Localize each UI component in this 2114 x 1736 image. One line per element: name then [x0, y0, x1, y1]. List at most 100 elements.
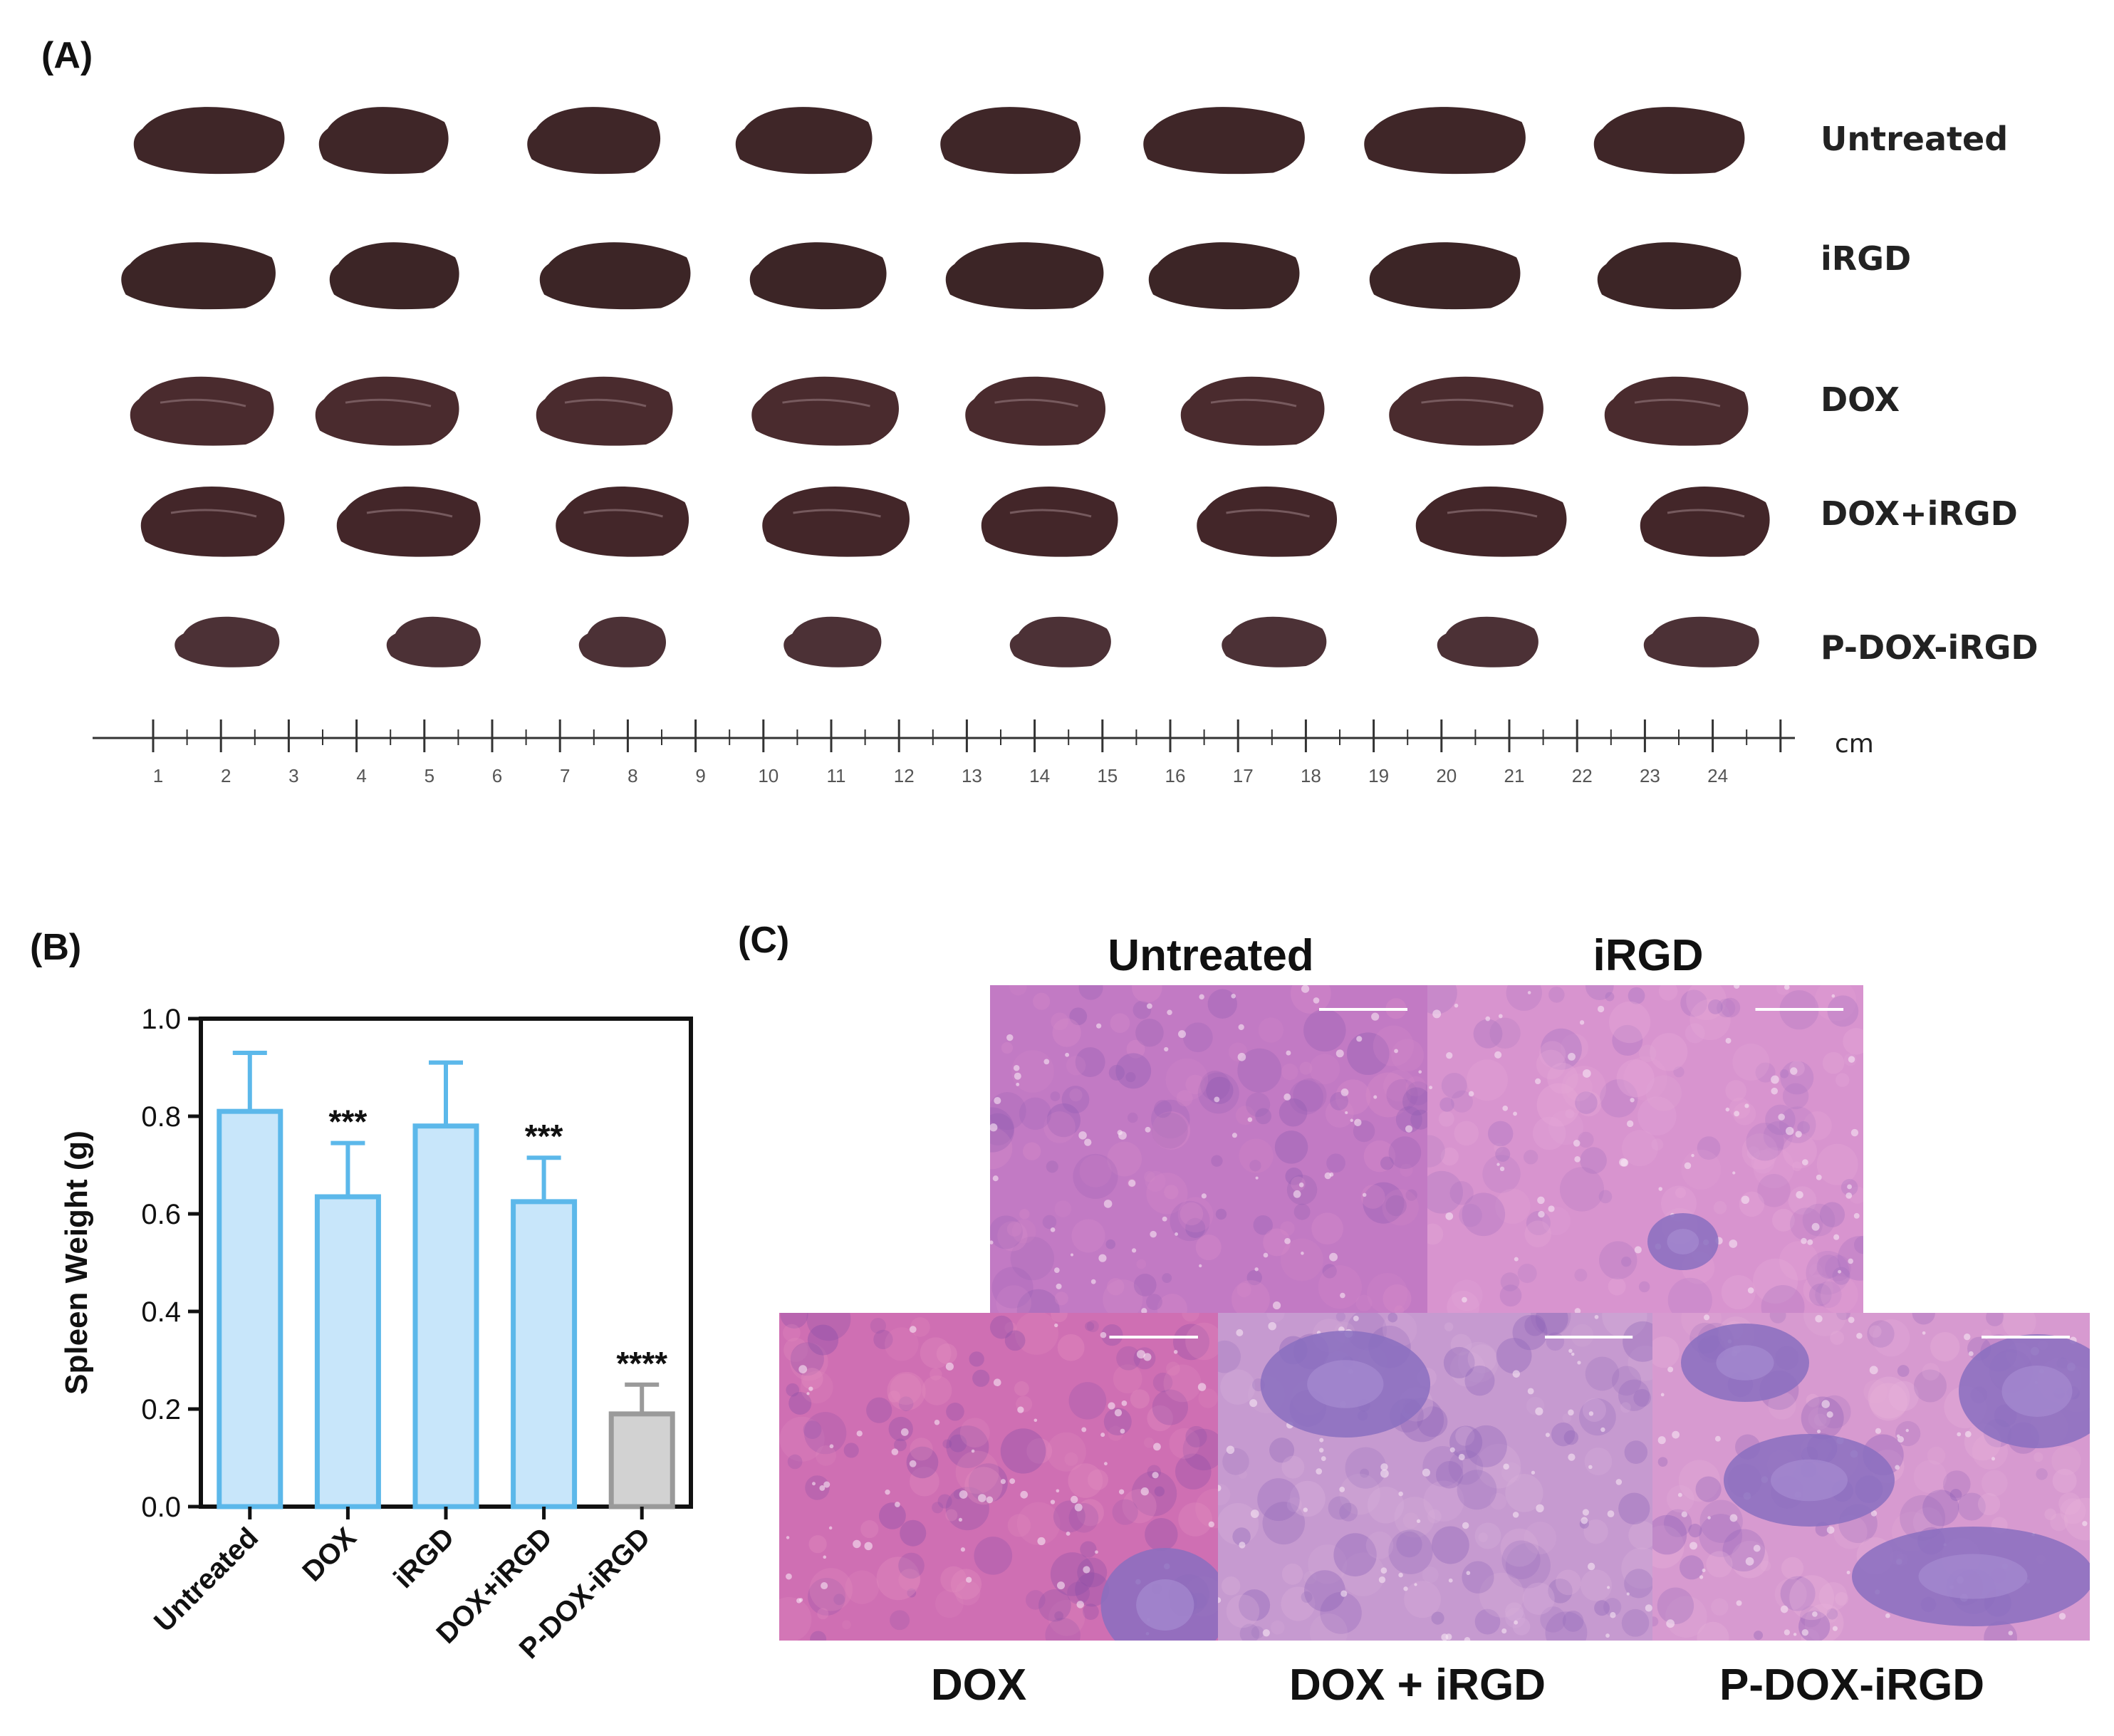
- spleen-specimen: [1143, 107, 1305, 175]
- tissue-vacuole: [958, 1517, 963, 1522]
- tissue-texture: [803, 1420, 822, 1439]
- histo-title-dox: DOX: [930, 1660, 1027, 1710]
- tissue-vacuole: [1000, 1479, 1006, 1485]
- spleen-highlight: [994, 398, 1078, 407]
- tissue-texture: [1103, 1279, 1143, 1313]
- tissue-texture: [1450, 1090, 1473, 1113]
- tissue-texture: [1394, 1305, 1405, 1313]
- significance-label: ****: [616, 1345, 667, 1382]
- tissue-texture: [997, 1221, 1028, 1252]
- tissue-texture: [1505, 1543, 1551, 1589]
- tissue-texture: [1628, 987, 1645, 1004]
- tissue-vacuole: [1335, 1049, 1344, 1058]
- tissue-texture: [1131, 1471, 1177, 1517]
- tissue-texture: [1054, 1291, 1068, 1306]
- spleen-specimen: [140, 486, 285, 557]
- tissue-texture: [1986, 1313, 2004, 1326]
- tissue-texture: [1487, 1121, 1514, 1147]
- tissue-texture: [1532, 1116, 1566, 1150]
- spleen-highlight: [1667, 509, 1745, 518]
- tissue-texture: [1695, 1476, 1722, 1502]
- tissue-vacuole: [1771, 1075, 1779, 1084]
- tissue-texture: [810, 1631, 827, 1641]
- tissue-vacuole: [1131, 1248, 1137, 1253]
- tissue-texture: [1977, 1492, 2001, 1516]
- tissue-vacuole: [806, 1392, 810, 1395]
- tissue-vacuole: [990, 1123, 998, 1132]
- tissue-vacuole: [1084, 1138, 1092, 1146]
- tissue-texture: [1582, 1398, 1606, 1423]
- tissue-vacuole: [1446, 1052, 1453, 1059]
- tissue-texture: [946, 1425, 989, 1468]
- tissue-texture: [1054, 1200, 1072, 1217]
- tissue-vacuole: [1218, 1485, 1222, 1492]
- tissue-vacuole: [1815, 1315, 1823, 1323]
- tissue-texture: [1427, 1223, 1444, 1245]
- tissue-texture: [1495, 1146, 1511, 1162]
- tissue-vacuole: [1514, 1257, 1519, 1262]
- tissue-texture: [890, 1373, 922, 1405]
- tissue-vacuole: [1707, 1516, 1711, 1519]
- tissue-texture: [1309, 1613, 1348, 1641]
- tissue-texture: [1346, 1032, 1390, 1076]
- tissue-vacuole: [1238, 1024, 1244, 1031]
- tissue-texture: [1574, 1268, 1588, 1282]
- tissue-texture: [1165, 1058, 1209, 1101]
- tissue-texture: [1661, 1185, 1697, 1222]
- spleen-highlight: [1421, 398, 1514, 407]
- tissue-vacuole: [1140, 1487, 1149, 1496]
- tissue-vacuole: [1100, 1433, 1105, 1438]
- tissue-vacuole: [1702, 1569, 1706, 1573]
- tissue-vacuole: [1066, 1532, 1071, 1536]
- y-tick-label: 0.0: [141, 1492, 181, 1523]
- tissue-texture: [1638, 1281, 1650, 1293]
- tissue-texture: [1806, 1251, 1850, 1295]
- germinal-center: [1667, 1229, 1699, 1254]
- tissue-texture: [1620, 1402, 1631, 1413]
- spleen-specimen: [536, 376, 673, 446]
- tissue-vacuole: [1588, 1465, 1593, 1470]
- tissue-texture: [1438, 1111, 1454, 1127]
- spleen-specimen: [735, 107, 873, 175]
- tissue-vacuole: [1371, 1012, 1380, 1021]
- tissue-texture: [1281, 1455, 1305, 1479]
- tissue-texture: [2051, 1445, 2081, 1476]
- tissue-texture: [1146, 1294, 1162, 1311]
- tissue-texture: [1249, 1160, 1261, 1172]
- tissue-texture: [1355, 1294, 1373, 1311]
- tissue-vacuole: [1329, 1172, 1334, 1177]
- tissue-vacuole: [1429, 1086, 1433, 1090]
- bar: [511, 1199, 578, 1509]
- tissue-vacuole: [1531, 1470, 1536, 1475]
- tissue-texture: [1482, 1155, 1521, 1193]
- tissue-texture: [1404, 1581, 1441, 1618]
- tissue-texture: [1326, 1153, 1345, 1173]
- tissue-texture: [1836, 1313, 1850, 1321]
- tissue-background: [1427, 985, 1863, 1313]
- tissue-texture: [1318, 1265, 1363, 1309]
- tissue-texture: [1360, 1185, 1385, 1209]
- tissue-vacuole: [1078, 1131, 1087, 1140]
- tissue-vacuole: [1729, 1514, 1738, 1522]
- tissue-vacuole: [909, 1460, 917, 1467]
- tissue-texture: [1774, 1578, 1807, 1611]
- tissue-texture: [1068, 1503, 1099, 1533]
- tissue-texture: [906, 1446, 939, 1479]
- tissue-texture: [1457, 1341, 1499, 1383]
- tissue-texture: [1075, 1572, 1110, 1607]
- tissue-texture: [1505, 1602, 1524, 1621]
- tissue-vacuole: [1090, 1279, 1096, 1284]
- tissue-texture: [1257, 1478, 1300, 1522]
- tissue-texture: [1007, 1514, 1031, 1537]
- tissue-texture: [1599, 1241, 1637, 1279]
- tissue-vacuole: [1744, 1103, 1749, 1108]
- tissue-texture: [969, 1351, 984, 1367]
- tissue-texture: [1288, 1080, 1324, 1115]
- spleen-specimen: [1009, 616, 1111, 667]
- tissue-vacuole: [1081, 1427, 1087, 1433]
- tissue-texture: [1628, 1345, 1652, 1381]
- tissue-texture: [1450, 1334, 1472, 1356]
- tissue-texture: [1524, 1314, 1546, 1336]
- tissue-texture: [1548, 987, 1565, 1003]
- histology-image-untreated: [990, 985, 1427, 1313]
